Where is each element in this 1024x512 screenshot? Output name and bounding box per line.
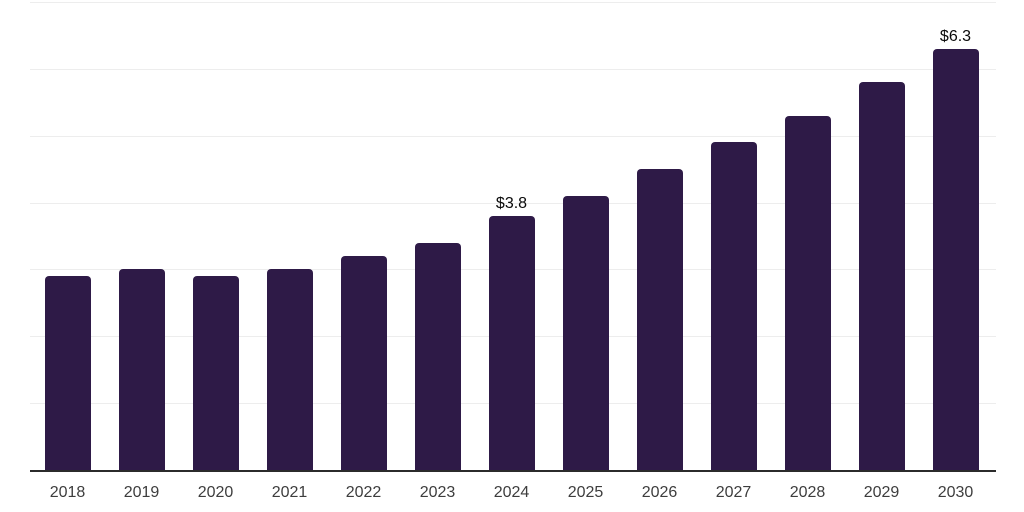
bar-2025 bbox=[562, 195, 609, 470]
x-tick-2026: 2026 bbox=[641, 484, 678, 501]
value-label-2024: $3.8 bbox=[495, 194, 528, 212]
x-tick-2025: 2025 bbox=[567, 484, 604, 501]
x-tick-2019: 2019 bbox=[123, 484, 160, 501]
bar-2024 bbox=[488, 215, 535, 470]
bar-2018 bbox=[44, 276, 91, 470]
bar-2030 bbox=[932, 48, 979, 470]
x-tick-2022: 2022 bbox=[345, 484, 382, 501]
bar-2029 bbox=[858, 82, 905, 470]
bar-2027 bbox=[710, 142, 757, 470]
bar-2022 bbox=[340, 256, 387, 470]
bar-2019 bbox=[118, 269, 165, 470]
gridline-4 bbox=[30, 202, 996, 204]
x-tick-2024: 2024 bbox=[493, 484, 530, 501]
x-tick-2029: 2029 bbox=[863, 484, 900, 501]
bar-2026 bbox=[636, 169, 683, 470]
gridline-7 bbox=[30, 2, 996, 3]
bar-2021 bbox=[266, 269, 313, 470]
x-tick-2028: 2028 bbox=[789, 484, 826, 501]
x-tick-2018: 2018 bbox=[49, 484, 86, 501]
x-tick-2023: 2023 bbox=[419, 484, 456, 501]
x-tick-2021: 2021 bbox=[271, 484, 308, 501]
gridline-5 bbox=[30, 135, 996, 137]
x-tick-2020: 2020 bbox=[197, 484, 234, 501]
gridline-6 bbox=[30, 68, 996, 70]
value-label-2030: $6.3 bbox=[939, 27, 972, 45]
x-axis-line bbox=[30, 470, 996, 472]
x-tick-2030: 2030 bbox=[937, 484, 974, 501]
bar-2020 bbox=[192, 276, 239, 470]
bar-2028 bbox=[784, 115, 831, 470]
bar-2023 bbox=[414, 242, 461, 470]
x-tick-2027: 2027 bbox=[715, 484, 752, 501]
